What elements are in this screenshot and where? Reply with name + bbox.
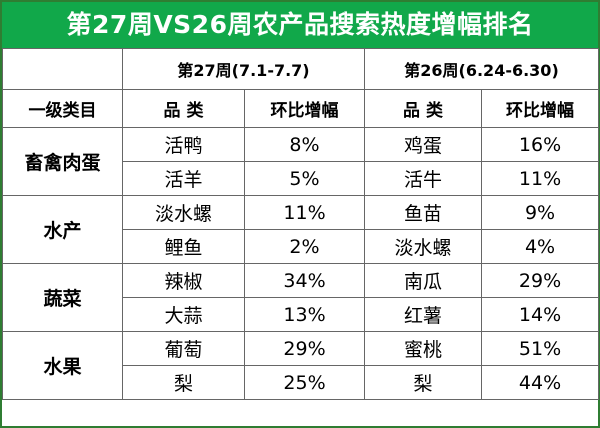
w26-change-cell: 11% [481,161,600,196]
week-header-row: 第27周(7.1-7.7) 第26周(6.24-6.30) [2,48,600,90]
w26-product-cell: 蜜桃 [364,331,483,366]
w27-change-cell: 34% [243,263,366,298]
table-row: 梨 25% 梨 44% [3,365,600,400]
w27-product-cell: 大蒜 [122,297,245,332]
w26-product-cell: 红薯 [364,297,483,332]
w26-change-cell: 14% [481,297,600,332]
header-corner [2,48,123,90]
w26-change-cell: 16% [481,127,600,162]
report-title: 第27周VS26周农产品搜索热度增幅排名 [2,2,598,48]
table-row: 蔬菜 辣椒 34% 南瓜 29% [2,263,600,332]
week26-header: 第26周(6.24-6.30) [364,48,600,90]
w27-product-cell: 梨 [122,365,245,400]
category-cell: 水果 [2,331,123,400]
w26-product-cell: 南瓜 [364,263,483,298]
w26-product-cell: 鸡蛋 [364,127,483,162]
table-row: 大蒜 13% 红薯 14% [3,297,600,332]
w26-change-cell: 51% [481,331,600,366]
w27-change-cell: 8% [243,127,366,162]
w26-change-column-header: 环比增幅 [481,89,600,128]
table-row: 水产 淡水螺 11% 鱼苗 9% [2,195,600,264]
w27-product-cell: 活羊 [122,161,245,196]
w26-product-cell: 梨 [364,365,483,400]
week27-header: 第27周(7.1-7.7) [121,48,366,90]
w27-product-column-header: 品 类 [122,89,245,128]
w27-change-cell: 25% [243,365,366,400]
w27-product-cell: 辣椒 [122,263,245,298]
w27-change-cell: 13% [243,297,366,332]
w27-change-column-header: 环比增幅 [243,89,366,128]
w26-change-cell: 29% [481,263,600,298]
w27-change-cell: 29% [243,331,366,366]
table-row: 活羊 5% 活牛 11% [3,161,600,196]
table-row: 畜禽肉蛋 活鸭 8% 鸡蛋 16% [2,127,600,196]
ranking-table: 第27周(7.1-7.7) 第26周(6.24-6.30) 一级类目 品 类 环… [2,48,600,400]
w26-product-cell: 鱼苗 [364,195,483,230]
category-cell: 水产 [2,195,123,264]
w27-product-cell: 葡萄 [122,331,245,366]
category-column-header: 一级类目 [2,89,123,128]
w27-product-cell: 鲤鱼 [122,229,245,264]
column-header-row: 一级类目 品 类 环比增幅 品 类 环比增幅 [2,89,600,128]
table-row: 水果 葡萄 29% 蜜桃 51% [2,331,600,400]
table-row: 鲤鱼 2% 淡水螺 4% [3,229,600,264]
w26-product-cell: 淡水螺 [364,229,483,264]
w26-change-cell: 4% [481,229,600,264]
w26-product-cell: 活牛 [364,161,483,196]
w26-product-column-header: 品 类 [364,89,483,128]
category-cell: 蔬菜 [2,263,123,332]
w27-product-cell: 活鸭 [122,127,245,162]
w27-product-cell: 淡水螺 [122,195,245,230]
w27-change-cell: 11% [243,195,366,230]
w26-change-cell: 44% [481,365,600,400]
w27-change-cell: 2% [243,229,366,264]
w26-change-cell: 9% [481,195,600,230]
w27-change-cell: 5% [243,161,366,196]
category-cell: 畜禽肉蛋 [2,127,123,196]
